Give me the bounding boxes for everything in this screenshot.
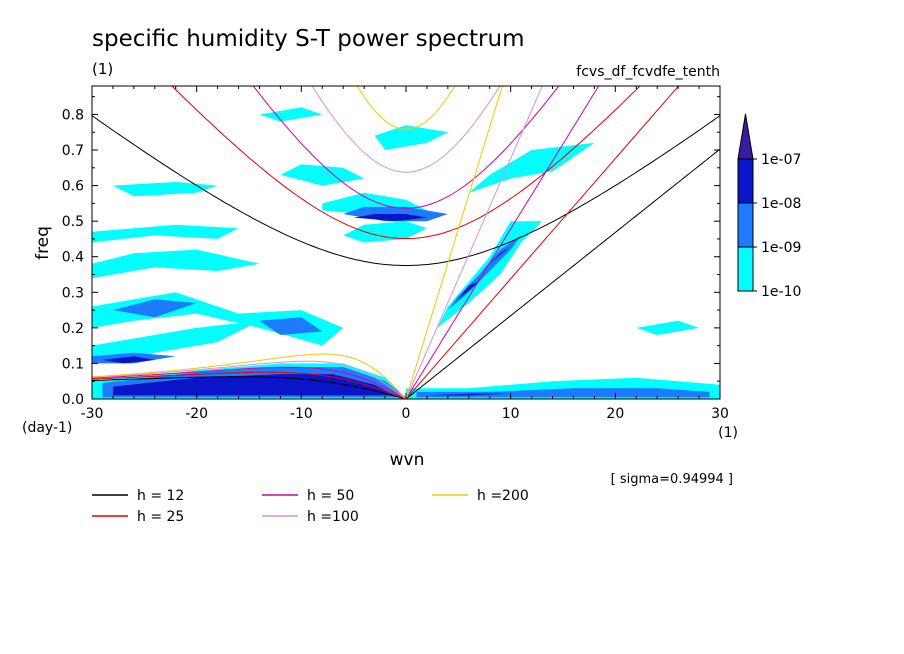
rossby-curve (92, 360, 407, 399)
colorbar-segment (737, 246, 754, 292)
x-tick-label: 20 (606, 406, 624, 422)
legend: h = 12 h = 25 h = 50 h =100 h =200 (92, 488, 529, 525)
legend-label: h = 12 (137, 488, 184, 504)
x-axis-label: wvn (390, 450, 425, 470)
colorbar: 1e-10 1e-09 1e-08 1e-07 (737, 113, 801, 300)
shading-patch-level-2 (112, 299, 197, 318)
shading-patch-level-1 (343, 221, 427, 243)
shading-patch-level-1 (92, 224, 239, 243)
shading-patch-level-3 (426, 393, 511, 396)
shading-patch-level-2 (416, 388, 710, 398)
chart-subtitle-right: fcvs_df_fcvdfe_tenth (576, 64, 720, 80)
shading-layer (92, 107, 720, 399)
y-axis-label: freq (33, 226, 53, 260)
y-tick-label: 0.2 (62, 321, 84, 337)
colorbar-label: 1e-07 (761, 152, 801, 168)
kelvin-curve (405, 148, 720, 399)
shading-patch-level-1 (280, 164, 365, 186)
y-tick-label: 0.5 (62, 214, 84, 230)
y-tick-label: 0.1 (62, 356, 84, 372)
y-tick-label: 0.7 (62, 143, 84, 159)
colorbar-label: 1e-08 (761, 196, 801, 212)
colorbar-segment (737, 202, 754, 248)
y-tick-label: 0.8 (62, 107, 84, 123)
y-tick-label: 0.6 (62, 179, 84, 195)
x-tick-label: 10 (502, 406, 520, 422)
x-tick-label: -30 (81, 406, 104, 422)
kelvin-curve (405, 86, 600, 399)
shading-patch-level-3 (353, 214, 427, 222)
shading-patch-level-1 (92, 249, 260, 279)
rossby-curve (92, 371, 407, 399)
x-unit-label: (1) (718, 425, 738, 441)
colorbar-segment (737, 158, 754, 204)
x-tick-label: 30 (711, 406, 729, 422)
axis-ticks: -30 -20 -10 0 10 20 30 0.0 0.1 0.2 0.3 0.4 0.5 0.6 0.7… (62, 86, 729, 422)
gravity-curve (252, 86, 560, 209)
colorbar-extend-arrow (737, 113, 754, 160)
kelvin-curve (405, 86, 503, 399)
gravity-curve (356, 86, 456, 130)
x-tick-label: 0 (402, 406, 411, 422)
kelvin-curve (405, 86, 543, 399)
rossby-curve (92, 353, 407, 399)
chart-subtitle-left: (1) (92, 60, 113, 78)
shading-patch-level-3 (458, 281, 480, 300)
y-tick-label: 0.4 (62, 250, 84, 266)
gravity-curve (171, 86, 641, 240)
legend-label: h = 50 (307, 488, 354, 504)
y-unit-label: (day-1) (22, 420, 72, 436)
shading-patch-level-3 (112, 374, 396, 396)
y-tick-label: 0.3 (62, 285, 84, 301)
kelvin-curve (405, 86, 680, 399)
shading-patch-level-2 (259, 317, 323, 335)
chart-title: specific humidity S-T power spectrum (92, 26, 524, 52)
x-tick-label: -20 (185, 406, 208, 422)
colorbar-label: 1e-10 (761, 284, 801, 300)
shading-patch-level-1 (468, 142, 595, 193)
shading-patch-level-1 (259, 107, 323, 122)
rossby-curve (92, 366, 407, 399)
sigma-label: [ sigma=0.94994 ] (611, 472, 733, 487)
shading-patch-level-3 (489, 246, 511, 264)
colorbar-label: 1e-09 (761, 240, 801, 256)
legend-label: h =200 (477, 488, 529, 504)
shading-patch-level-1 (112, 182, 218, 197)
shading-patch-level-3 (102, 356, 155, 364)
rossby-curve (92, 376, 407, 399)
gravity-curve (311, 86, 501, 173)
shading-patch-level-1 (636, 320, 700, 335)
shading-patch-level-1 (92, 320, 260, 364)
shading-patch-level-1 (374, 125, 448, 150)
gravity-curve (92, 115, 720, 266)
x-tick-label: -10 (290, 406, 313, 422)
y-tick-label: 0.0 (62, 392, 84, 408)
shading-patch-level-1 (437, 221, 543, 328)
legend-label: h = 25 (137, 509, 184, 525)
dispersion-curves (92, 86, 720, 399)
legend-label: h =100 (307, 509, 359, 525)
